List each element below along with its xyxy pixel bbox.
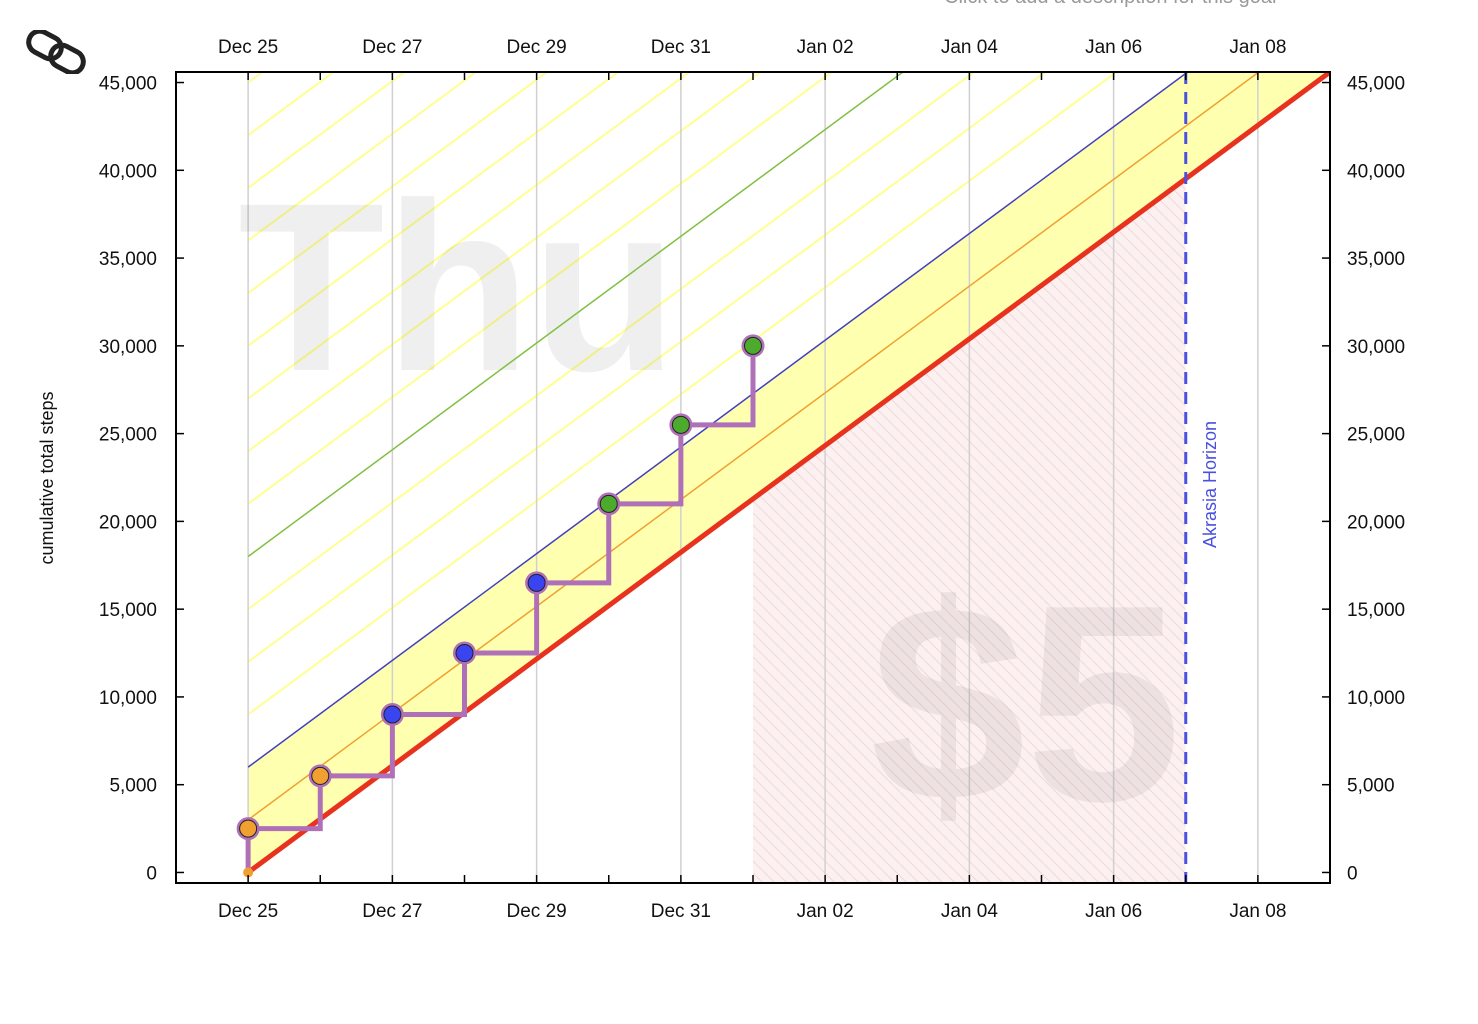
hatch-line xyxy=(247,72,763,452)
y-tick-label: 10,000 xyxy=(99,688,157,709)
y-tick-label-right: 20,000 xyxy=(1347,512,1405,533)
hatch-line xyxy=(247,72,1047,663)
watermark-day: Thu xyxy=(238,153,678,421)
y-tick-label-right: 45,000 xyxy=(1347,74,1405,95)
goal-description-prompt[interactable]: Click to add a description for this goal xyxy=(944,0,1276,9)
hatch-line xyxy=(247,72,620,347)
y-tick-label-right: 35,000 xyxy=(1347,249,1405,270)
akrasia-horizon-label: Akrasia Horizon xyxy=(1200,421,1220,548)
datapoint-outline xyxy=(527,573,546,592)
hatch-line xyxy=(247,72,976,610)
y-tick-label-right: 0 xyxy=(1347,863,1358,884)
green-guide-line xyxy=(247,72,905,558)
x-tick-label: Jan 08 xyxy=(1229,901,1286,922)
y-tick-label-right: 5,000 xyxy=(1347,776,1395,797)
x-tick-label: Jan 04 xyxy=(941,901,998,922)
x-tick-label-top: Jan 06 xyxy=(1085,37,1142,58)
hatch-line xyxy=(247,72,692,400)
datapoint xyxy=(236,817,260,841)
y-tick-label: 5,000 xyxy=(109,776,157,797)
y-tick-label-right: 40,000 xyxy=(1347,161,1405,182)
y-tick-label: 40,000 xyxy=(99,161,157,182)
y-tick-label-right: 15,000 xyxy=(1347,600,1405,621)
x-tick-label: Dec 31 xyxy=(651,901,711,922)
hatch-line xyxy=(248,0,1330,30)
x-tick-label-top: Jan 08 xyxy=(1229,37,1286,58)
datapoint xyxy=(453,641,476,665)
datapoint-start xyxy=(243,867,254,878)
y-tick-label-right: 25,000 xyxy=(1347,425,1405,446)
y-tick-label: 30,000 xyxy=(99,337,157,358)
x-tick-label: Dec 29 xyxy=(507,901,567,922)
datapoint-outline xyxy=(599,494,618,513)
y-tick-label-right: 30,000 xyxy=(1347,337,1405,358)
datapoint-outline xyxy=(744,336,762,355)
hatch-line xyxy=(247,72,834,505)
y-tick-label: 15,000 xyxy=(99,600,157,621)
y-tick-label: 45,000 xyxy=(99,74,157,95)
hatch-line xyxy=(247,72,478,242)
link-icon[interactable] xyxy=(24,30,88,74)
y-tick-label: 20,000 xyxy=(99,512,157,533)
hatch-line xyxy=(247,72,1119,716)
datapoint xyxy=(308,764,332,788)
x-tick-label: Jan 02 xyxy=(797,901,854,922)
datapoint xyxy=(525,571,549,595)
datapoint-step-line xyxy=(245,345,756,873)
x-tick-label-top: Dec 27 xyxy=(362,37,422,58)
x-tick-label-top: Dec 29 xyxy=(507,37,567,58)
datapoint xyxy=(741,334,765,358)
datapoint-outline xyxy=(671,415,690,434)
x-tick-label: Jan 06 xyxy=(1085,901,1142,922)
orange-guide-line xyxy=(247,72,1261,821)
x-tick-label-top: Dec 25 xyxy=(218,37,278,58)
datapoint-outline xyxy=(455,644,474,663)
datapoint xyxy=(597,492,621,516)
x-tick-label-top: Jan 04 xyxy=(941,37,998,58)
x-tick-label: Dec 27 xyxy=(362,901,422,922)
x-tick-label-top: Jan 02 xyxy=(797,37,854,58)
blue-guide-line xyxy=(247,72,1189,768)
watermark-pledge: $5 xyxy=(870,548,1181,860)
hatch-line xyxy=(247,72,549,294)
y-tick-label: 35,000 xyxy=(99,249,157,270)
datapoint-outline xyxy=(383,705,402,724)
datapoint xyxy=(380,702,404,726)
x-tick-label-top: Dec 31 xyxy=(651,37,711,58)
datapoint xyxy=(669,413,693,437)
bright-red-line xyxy=(246,72,1330,875)
x-tick-label: Dec 25 xyxy=(218,901,278,922)
y-tick-label-right: 10,000 xyxy=(1347,688,1405,709)
y-tick-label: 0 xyxy=(146,863,157,884)
datapoint-outline xyxy=(311,766,330,785)
y-axis-title: cumulative total steps xyxy=(37,391,57,564)
y-tick-label: 25,000 xyxy=(99,425,157,446)
datapoint-outline xyxy=(239,819,258,838)
